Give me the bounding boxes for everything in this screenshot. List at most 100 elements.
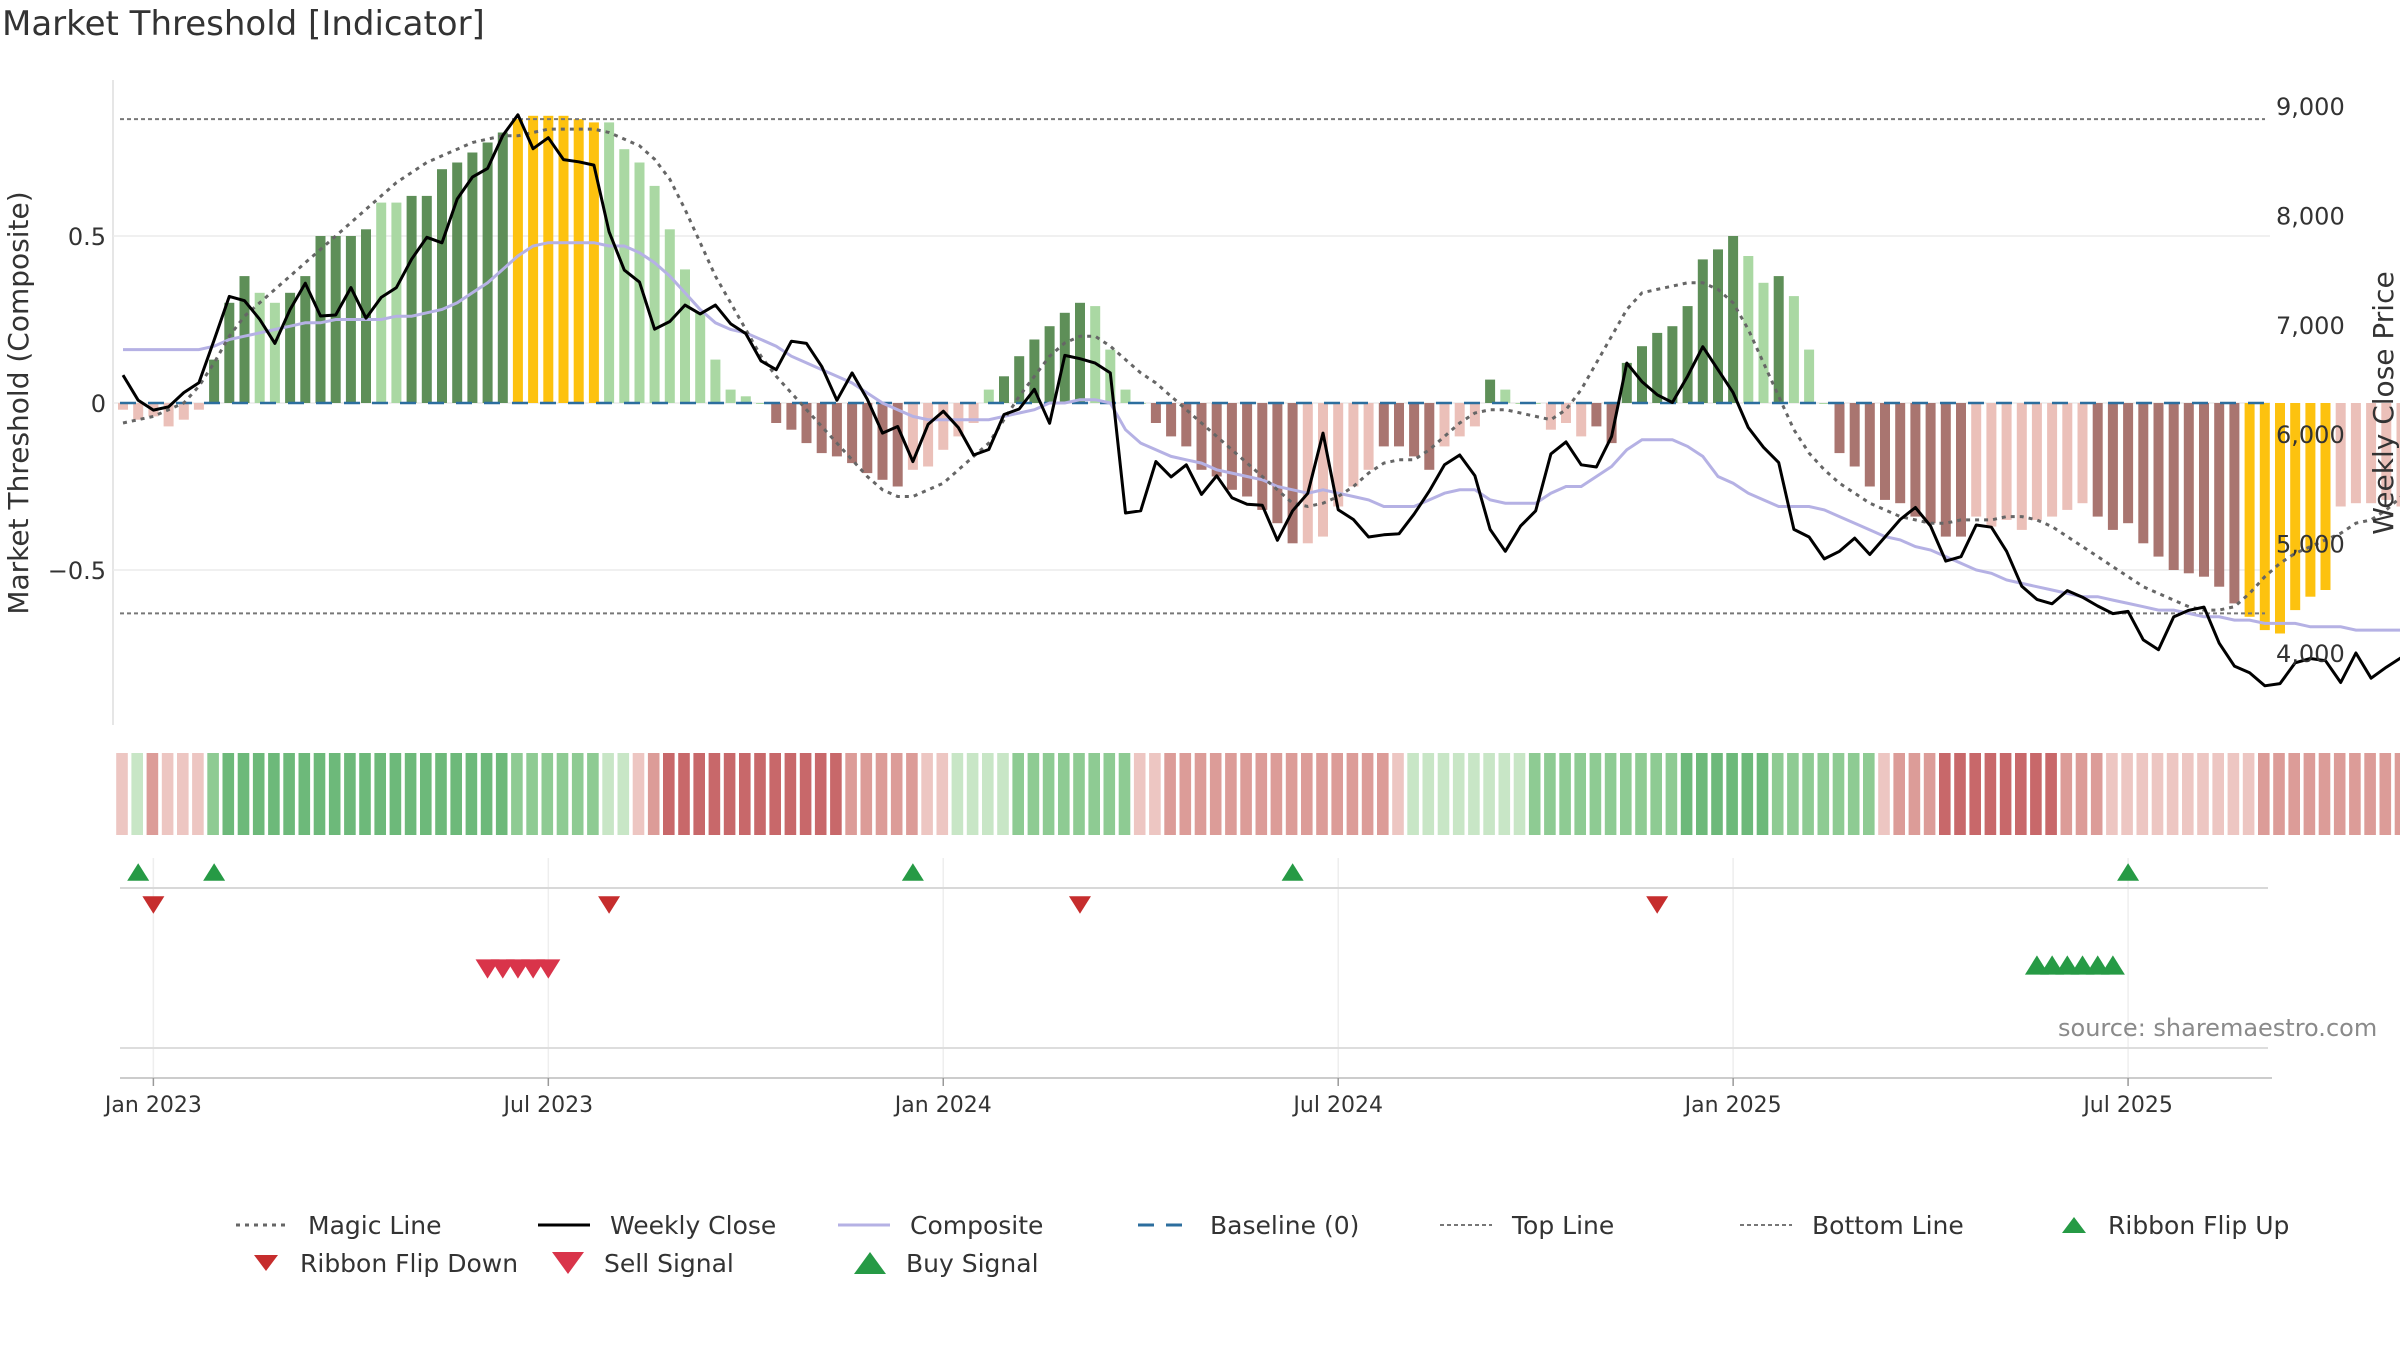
chart-title: Market Threshold [Indicator] <box>2 4 485 44</box>
ribbon-segment <box>1726 753 1738 835</box>
ribbon-segment <box>1711 753 1723 835</box>
composite-bar <box>1561 403 1571 423</box>
composite-bar <box>1910 403 1921 517</box>
composite-bar <box>968 403 979 423</box>
composite-bar <box>300 276 311 403</box>
legend-swatch-top-line <box>1440 1224 1492 1226</box>
sell-signal-marker <box>490 959 515 979</box>
ribbon-segment <box>495 753 508 835</box>
ribbon-segment <box>1027 753 1040 835</box>
composite-bar <box>2123 403 2134 524</box>
composite-bar <box>1211 403 1222 477</box>
composite-line <box>123 241 2400 632</box>
ribbon-flip-down-marker <box>142 896 165 914</box>
composite-bar <box>1302 403 1313 544</box>
ribbon-segment <box>2318 753 2331 835</box>
ribbon-segment <box>723 753 736 835</box>
composite-bar <box>771 403 782 423</box>
composite-bar <box>1318 403 1328 537</box>
ribbon-segment <box>222 753 235 835</box>
ribbon-segment <box>1893 753 1905 835</box>
x-tick-label: Jan 2024 <box>893 1093 992 1118</box>
ribbon-segment <box>936 753 949 835</box>
ribbon-segment <box>2197 753 2209 835</box>
ribbon-segment <box>1468 753 1480 835</box>
ribbon-segment <box>2090 753 2103 835</box>
ribbon-segment <box>814 753 827 835</box>
composite-bar <box>1849 403 1860 467</box>
composite-bar <box>224 302 235 403</box>
left-tick-label: 0.5 <box>68 223 106 251</box>
legend-label-top-line: Top Line <box>1512 1210 1615 1240</box>
ribbon-segment <box>177 753 189 835</box>
legend-item-ribbon-flip-up: Ribbon Flip Up <box>2058 1209 2289 1241</box>
ribbon-segment <box>420 753 432 835</box>
ribbon-segment <box>2379 753 2392 835</box>
composite-bar <box>1257 403 1268 510</box>
ribbon-flip-up-marker <box>2117 863 2140 881</box>
composite-bar <box>1014 356 1025 403</box>
ribbon-segment <box>404 753 417 835</box>
composite-bar <box>482 142 493 403</box>
composite-bar <box>1120 389 1131 403</box>
ribbon-segment <box>1133 753 1146 835</box>
ribbon-segment <box>237 753 250 835</box>
ribbon-flip-down-marker <box>1646 896 1669 914</box>
sell-signal-marker <box>505 959 530 979</box>
composite-bar <box>1606 403 1617 444</box>
ribbon-segment <box>2182 753 2194 835</box>
ribbon-segment <box>465 753 478 835</box>
sell-signal-marker <box>521 959 546 979</box>
ribbon-segment <box>2015 753 2027 835</box>
ribbon-flip-up-marker <box>1281 863 1304 881</box>
composite-bar <box>1925 403 1936 524</box>
ribbon-segment <box>1042 753 1055 835</box>
ribbon-segment <box>328 753 341 835</box>
ribbon-segment <box>2136 753 2149 835</box>
composite-bar <box>193 403 204 410</box>
buy-signal-marker <box>2100 955 2125 975</box>
buy-signal-marker <box>2085 955 2110 975</box>
composite-bar <box>1652 332 1663 403</box>
composite-bar <box>619 149 630 403</box>
composite-bar <box>2001 403 2012 520</box>
composite-bar <box>1348 403 1359 487</box>
ribbon-segment <box>830 753 842 835</box>
ribbon-segment <box>2364 753 2376 835</box>
composite-bar <box>756 403 766 404</box>
ribbon-segment <box>1787 753 1799 835</box>
ribbon-segment <box>1620 753 1632 835</box>
ribbon-segment <box>617 753 630 835</box>
composite-bar <box>1637 346 1647 403</box>
composite-bar <box>1029 339 1040 403</box>
ribbon-segment <box>480 753 493 835</box>
composite-bar <box>254 292 265 403</box>
ribbon-segment <box>1149 753 1161 835</box>
ribbon-segment <box>1422 753 1435 835</box>
composite-bar <box>2381 403 2392 500</box>
composite-bar <box>178 403 189 420</box>
legend-swatch-magic-line <box>236 1223 288 1227</box>
composite-bar <box>1864 403 1875 487</box>
composite-bar <box>269 302 280 403</box>
ribbon-segment <box>313 753 326 835</box>
composite-bar <box>558 115 569 404</box>
composite-bar <box>2214 403 2225 587</box>
composite-bar <box>1697 259 1708 403</box>
ribbon-segment <box>921 753 933 835</box>
composite-bar <box>649 185 660 403</box>
composite-bar <box>2138 403 2149 544</box>
ribbon-segment <box>1058 753 1070 835</box>
ribbon-segment <box>1650 753 1662 835</box>
ribbon-segment <box>146 753 159 835</box>
composite-bar <box>573 119 584 403</box>
ribbon-segment <box>131 753 143 835</box>
ribbon-segment <box>1118 753 1131 835</box>
ribbon-segment <box>2288 753 2300 835</box>
composite-bar <box>2229 403 2240 604</box>
composite-bar <box>421 195 432 403</box>
ribbon-segment <box>2273 753 2285 835</box>
ribbon-segment <box>161 753 174 835</box>
ribbon-segment <box>2349 753 2361 835</box>
ribbon-segment <box>2227 753 2240 835</box>
